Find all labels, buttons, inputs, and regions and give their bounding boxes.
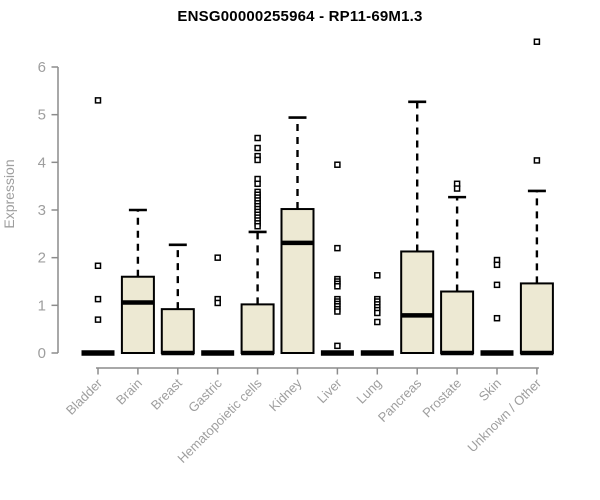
outlier-point (334, 342, 341, 350)
x-category-label: Lung (353, 376, 384, 407)
y-tick-label: 4 (38, 154, 46, 171)
x-category-label: Breast (148, 375, 185, 412)
outlier-point (254, 156, 261, 164)
outlier-point (334, 244, 341, 252)
outlier-point (334, 283, 341, 290)
outlier-point (493, 281, 501, 289)
y-tick-label: 2 (38, 250, 46, 267)
y-tick-label: 0 (38, 345, 46, 362)
outlier-point (374, 272, 381, 279)
y-tick-label: 6 (38, 59, 46, 76)
outlier-point (533, 38, 541, 45)
x-category-label: Prostate (419, 376, 464, 421)
outlier-point (334, 308, 341, 315)
outlier-point (214, 254, 221, 261)
box-pancreas (400, 250, 435, 354)
outlier-point (493, 314, 501, 322)
y-tick-label: 1 (38, 297, 46, 314)
outlier-point (214, 299, 221, 307)
outlier-point (493, 261, 501, 269)
x-category-label: Unknown / Other (464, 375, 544, 455)
y-tick-label: 3 (38, 202, 46, 219)
outlier-point (254, 222, 261, 230)
x-category-label: Skin (476, 376, 504, 404)
outlier-point (334, 161, 341, 168)
outlier-point (533, 157, 541, 164)
outlier-point (94, 97, 102, 104)
outlier-point (254, 144, 261, 152)
box-brain (120, 275, 155, 355)
x-category-label: Liver (314, 375, 345, 406)
outlier-point (254, 134, 261, 142)
box-prostate (440, 290, 475, 355)
y-tick-label: 5 (38, 107, 46, 124)
box-kidney (280, 208, 315, 354)
outlier-point (94, 295, 102, 303)
x-category-label: Bladder (63, 375, 106, 418)
box-breast (160, 308, 195, 354)
outlier-point (453, 185, 461, 192)
chart-title: ENSG00000255964 - RP11-69M1.3 (177, 8, 423, 25)
box-unknown-other (519, 282, 554, 355)
x-category-label: Pancreas (375, 375, 425, 425)
outlier-point (374, 318, 381, 326)
outlier-point (374, 309, 381, 317)
outlier-point (94, 262, 102, 270)
box-hematopoietic-cells (240, 303, 275, 355)
outlier-point (94, 316, 102, 323)
x-category-label: Brain (113, 376, 145, 408)
outlier-point (254, 180, 261, 188)
x-category-label: Kidney (266, 375, 305, 414)
y-axis-title: Expression (1, 159, 17, 228)
